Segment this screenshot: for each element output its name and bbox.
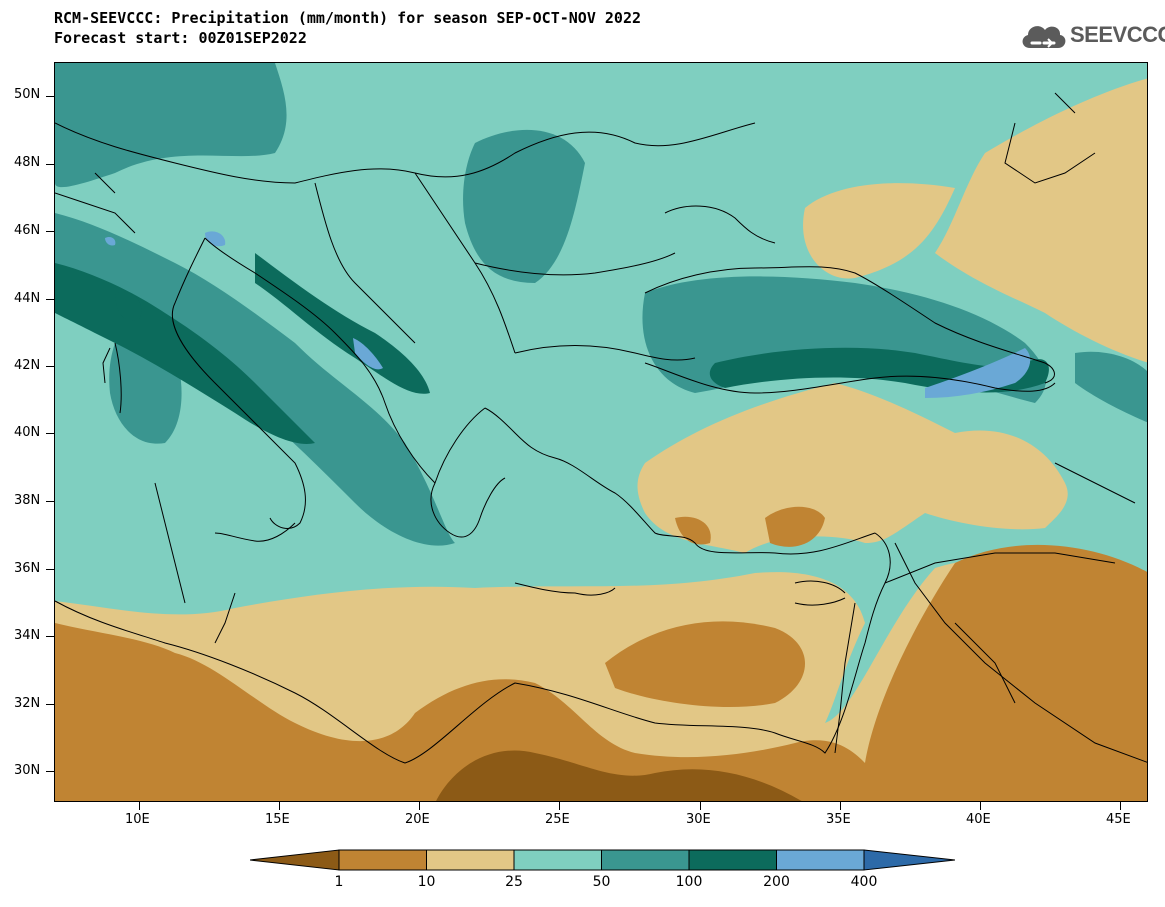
lat-label-46n: 46N	[14, 223, 41, 238]
lat-tick	[46, 231, 54, 232]
lat-tick	[46, 299, 54, 300]
lon-tick	[980, 802, 981, 810]
lon-tick	[840, 802, 841, 810]
legend-swatch-above-400	[863, 849, 955, 871]
logo-text: SEEVCCC	[1070, 22, 1165, 47]
map-title: RCM-SEEVCCC: Precipitation (mm/month) fo…	[54, 9, 641, 27]
lat-tick	[46, 569, 54, 570]
legend-swatch-1	[338, 849, 427, 871]
legend-swatch-4	[601, 849, 690, 871]
lon-tick	[700, 802, 701, 810]
lon-label-30e: 30E	[686, 812, 711, 827]
map-canvas	[55, 63, 1147, 801]
legend-level-label: 100	[675, 874, 703, 890]
lon-tick	[1120, 802, 1121, 810]
lon-tick	[279, 802, 280, 810]
legend-level-label: 200	[763, 874, 790, 890]
legend-swatch-6	[776, 849, 865, 871]
forecast-start-label: Forecast start: 00Z01SEP2022	[54, 29, 307, 47]
lon-label-20e: 20E	[405, 812, 430, 827]
legend-swatch-below-1	[250, 849, 340, 871]
lat-label-42n: 42N	[14, 358, 41, 373]
lat-label-34n: 34N	[14, 628, 41, 643]
lon-label-25e: 25E	[545, 812, 570, 827]
lat-tick	[46, 501, 54, 502]
lon-label-10e: 10E	[125, 812, 150, 827]
legend-swatch-3	[513, 849, 602, 871]
lat-tick	[46, 366, 54, 367]
lon-tick	[559, 802, 560, 810]
legend-level-label: 50	[592, 874, 611, 890]
lat-tick	[46, 636, 54, 637]
lon-label-40e: 40E	[966, 812, 991, 827]
lat-label-30n: 30N	[14, 763, 41, 778]
lat-tick	[46, 433, 54, 434]
lat-label-40n: 40N	[14, 425, 41, 440]
legend-swatch-5	[688, 849, 777, 871]
lat-tick	[46, 704, 54, 705]
legend-level-label: 25	[505, 874, 523, 890]
lon-tick	[139, 802, 140, 810]
cloud-icon	[1022, 26, 1066, 48]
lat-label-36n: 36N	[14, 561, 41, 576]
lat-tick	[46, 164, 54, 165]
lat-label-44n: 44N	[14, 291, 41, 306]
lon-tick	[419, 802, 420, 810]
legend-level-label: 10	[417, 874, 436, 890]
legend-level-label: 400	[850, 874, 878, 890]
lat-tick	[46, 96, 54, 97]
legend-level-label: 1	[334, 874, 344, 890]
legend-swatch-2	[426, 849, 515, 871]
lat-label-32n: 32N	[14, 696, 41, 711]
lon-label-35e: 35E	[826, 812, 851, 827]
lat-label-48n: 48N	[14, 155, 41, 170]
precipitation-map	[54, 62, 1148, 802]
lat-label-38n: 38N	[14, 493, 41, 508]
legend-colorbar	[250, 849, 955, 871]
seevccc-logo: SEEVCCC	[1018, 20, 1165, 60]
lon-label-15e: 15E	[265, 812, 290, 827]
lon-label-45e: 45E	[1106, 812, 1131, 827]
lat-label-50n: 50N	[14, 87, 41, 102]
lat-tick	[46, 771, 54, 772]
